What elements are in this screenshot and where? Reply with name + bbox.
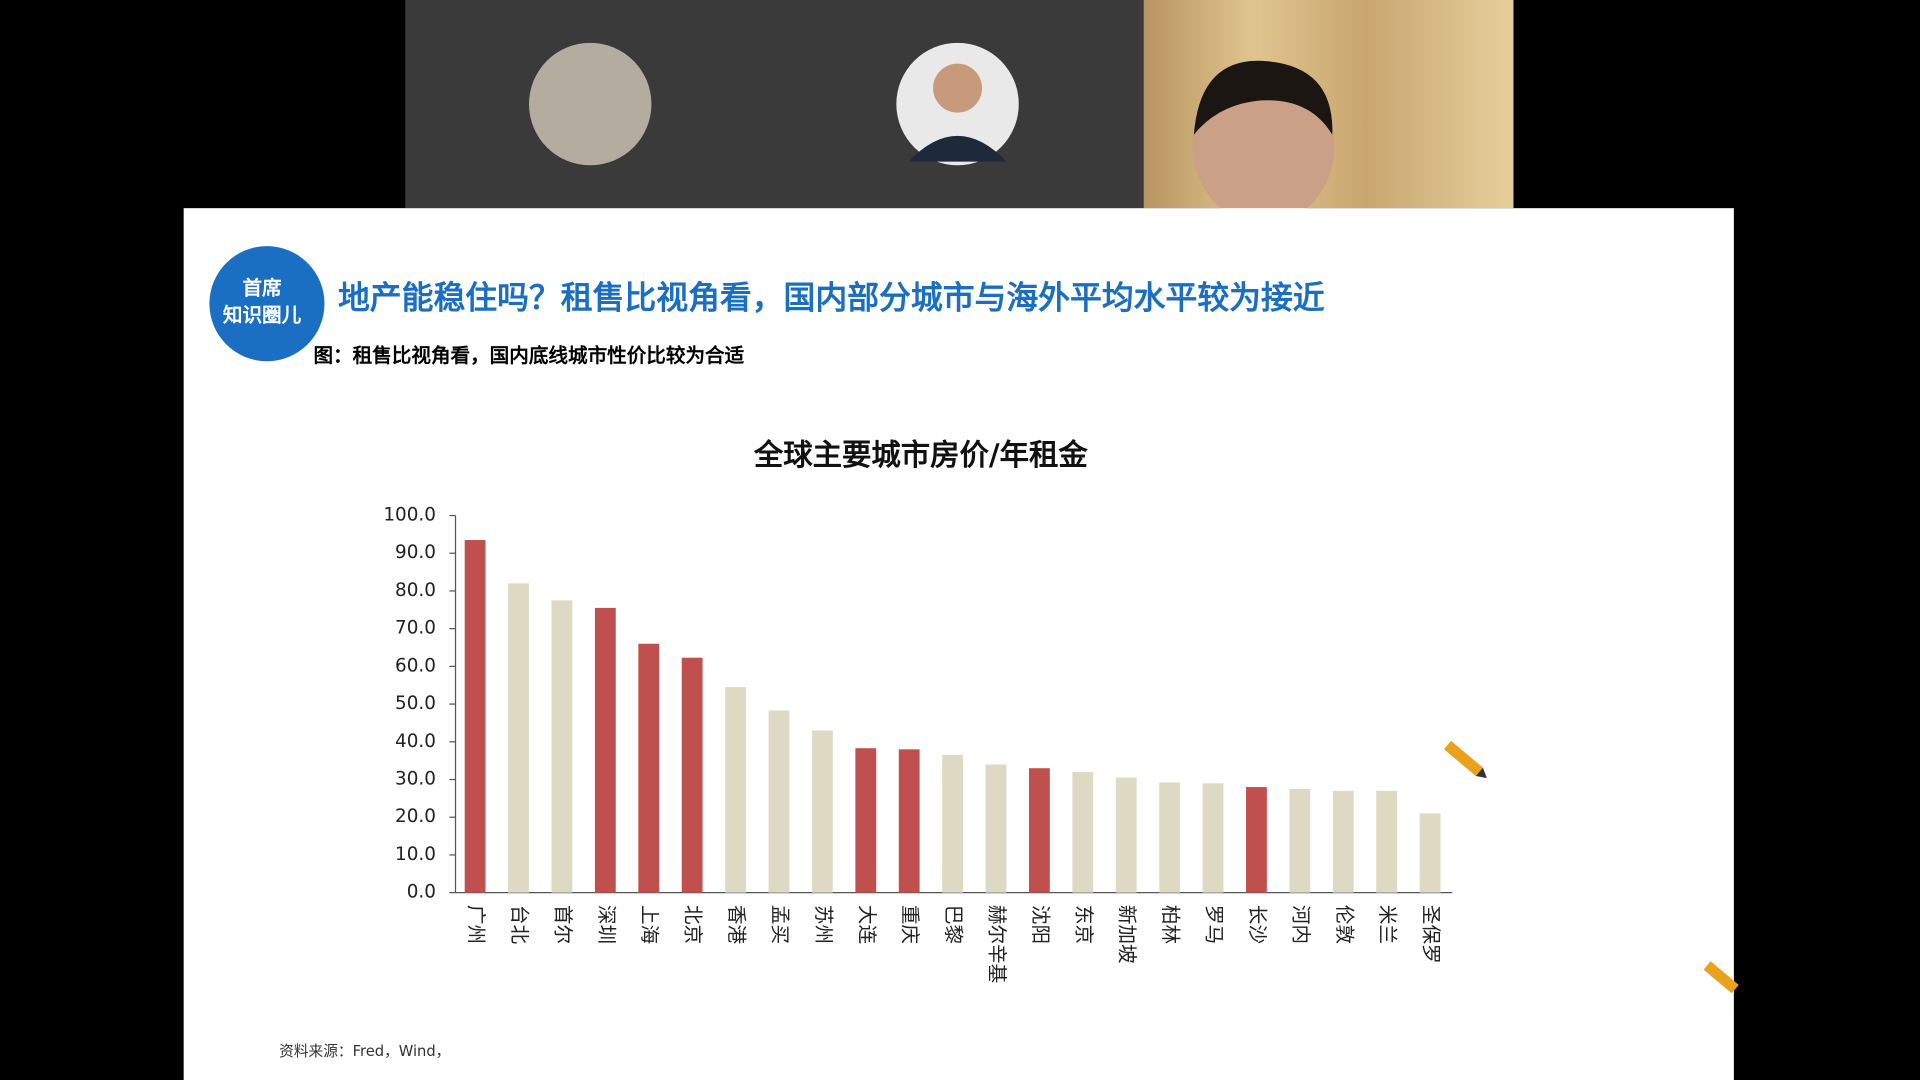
chart: 0.0 10.0 20.0 30.0 40.0 50.0 60.0 70.0 80.0 90.0 1…: [383, 505, 1453, 983]
x-tick-label: 深圳: [595, 905, 618, 944]
bar: [855, 748, 877, 893]
x-tick-label: 河内: [1289, 905, 1312, 944]
x-tick-label: 北京: [682, 905, 705, 944]
logo: [209, 246, 325, 362]
x-tick-label: 柏林: [1159, 905, 1182, 944]
bar: [1246, 787, 1267, 893]
bar: [1202, 783, 1224, 893]
bar: [1029, 768, 1050, 893]
bar: [811, 730, 833, 893]
avatar[interactable]: [528, 42, 652, 166]
logo-text: 知识圈儿: [223, 303, 302, 326]
bar: [681, 657, 703, 893]
slide-subtitle: 图：租售比视角看，国内底线城市性价比较为合适: [313, 344, 744, 367]
bar: [942, 754, 963, 893]
x-tick-label: 新加坡: [1116, 905, 1139, 964]
bar: [898, 749, 920, 893]
bar: [1159, 782, 1181, 893]
bar: [1072, 771, 1094, 893]
bar: [551, 600, 573, 893]
x-tick-label: 伦敦: [1333, 905, 1356, 944]
slide-title: 地产能稳住吗？租售比视角看，国内部分城市与海外平均水平较为接近: [338, 279, 1325, 317]
logo-text: 首席: [242, 276, 281, 299]
bar: [985, 764, 1007, 893]
chart-title: 全球主要城市房价/年租金: [753, 438, 1088, 472]
x-tick-label: 香港: [725, 905, 748, 945]
y-tick-label: 60.0: [395, 655, 436, 676]
bar: [768, 710, 790, 893]
y-tick-label: 50.0: [395, 693, 436, 714]
x-tick-label: 罗马: [1203, 905, 1226, 944]
video-strip: [405, 0, 1144, 209]
x-tick-label: 沈阳: [1029, 905, 1052, 944]
y-tick-label: 20.0: [395, 806, 436, 827]
bar: [638, 643, 660, 893]
x-tick-label: 圣保罗: [1420, 905, 1443, 964]
x-tick-label: 孟买: [768, 905, 791, 944]
y-tick-label: 0.0: [407, 882, 436, 903]
y-tick-label: 10.0: [395, 844, 436, 865]
avatar-body: [908, 135, 1007, 162]
x-tick-label: 重庆: [899, 905, 922, 944]
y-tick-label: 30.0: [395, 769, 436, 790]
y-tick-label: 40.0: [395, 731, 436, 752]
x-tick-label: 长沙: [1246, 905, 1269, 944]
y-tick-label: 80.0: [395, 580, 436, 601]
bar: [1376, 790, 1398, 893]
bar: [1115, 777, 1137, 893]
y-tick-label: 70.0: [395, 618, 436, 639]
bar: [1419, 813, 1441, 893]
x-tick-label: 苏州: [812, 905, 835, 944]
x-tick-label: 广州: [465, 905, 488, 944]
y-tick-label: 100.0: [383, 505, 436, 526]
y-tick-label: 90.0: [395, 542, 436, 563]
slide: [183, 208, 1734, 1080]
hair: [1193, 60, 1333, 135]
x-tick-label: 台北: [508, 905, 531, 945]
bar: [594, 607, 616, 893]
bar: [725, 687, 746, 893]
x-tick-label: 东京: [1072, 905, 1095, 944]
x-tick-label: 巴黎: [942, 905, 965, 944]
source: 资料来源：Fred，Wind，: [279, 1043, 450, 1060]
bar: [1332, 790, 1354, 893]
pencil-icon: [1703, 961, 1739, 994]
x-tick-label: 大连: [855, 905, 878, 945]
x-tick-label: 米兰: [1376, 905, 1399, 944]
avatar-face: [933, 63, 983, 113]
bar: [464, 540, 486, 893]
bar: [508, 583, 529, 893]
bar: [1289, 788, 1311, 893]
x-tick-label: 上海: [638, 905, 661, 944]
pencil-icon: [1443, 740, 1487, 779]
x-tick-label: 首尔: [551, 905, 574, 944]
x-tick-label: 赫尔辛基: [986, 905, 1009, 983]
